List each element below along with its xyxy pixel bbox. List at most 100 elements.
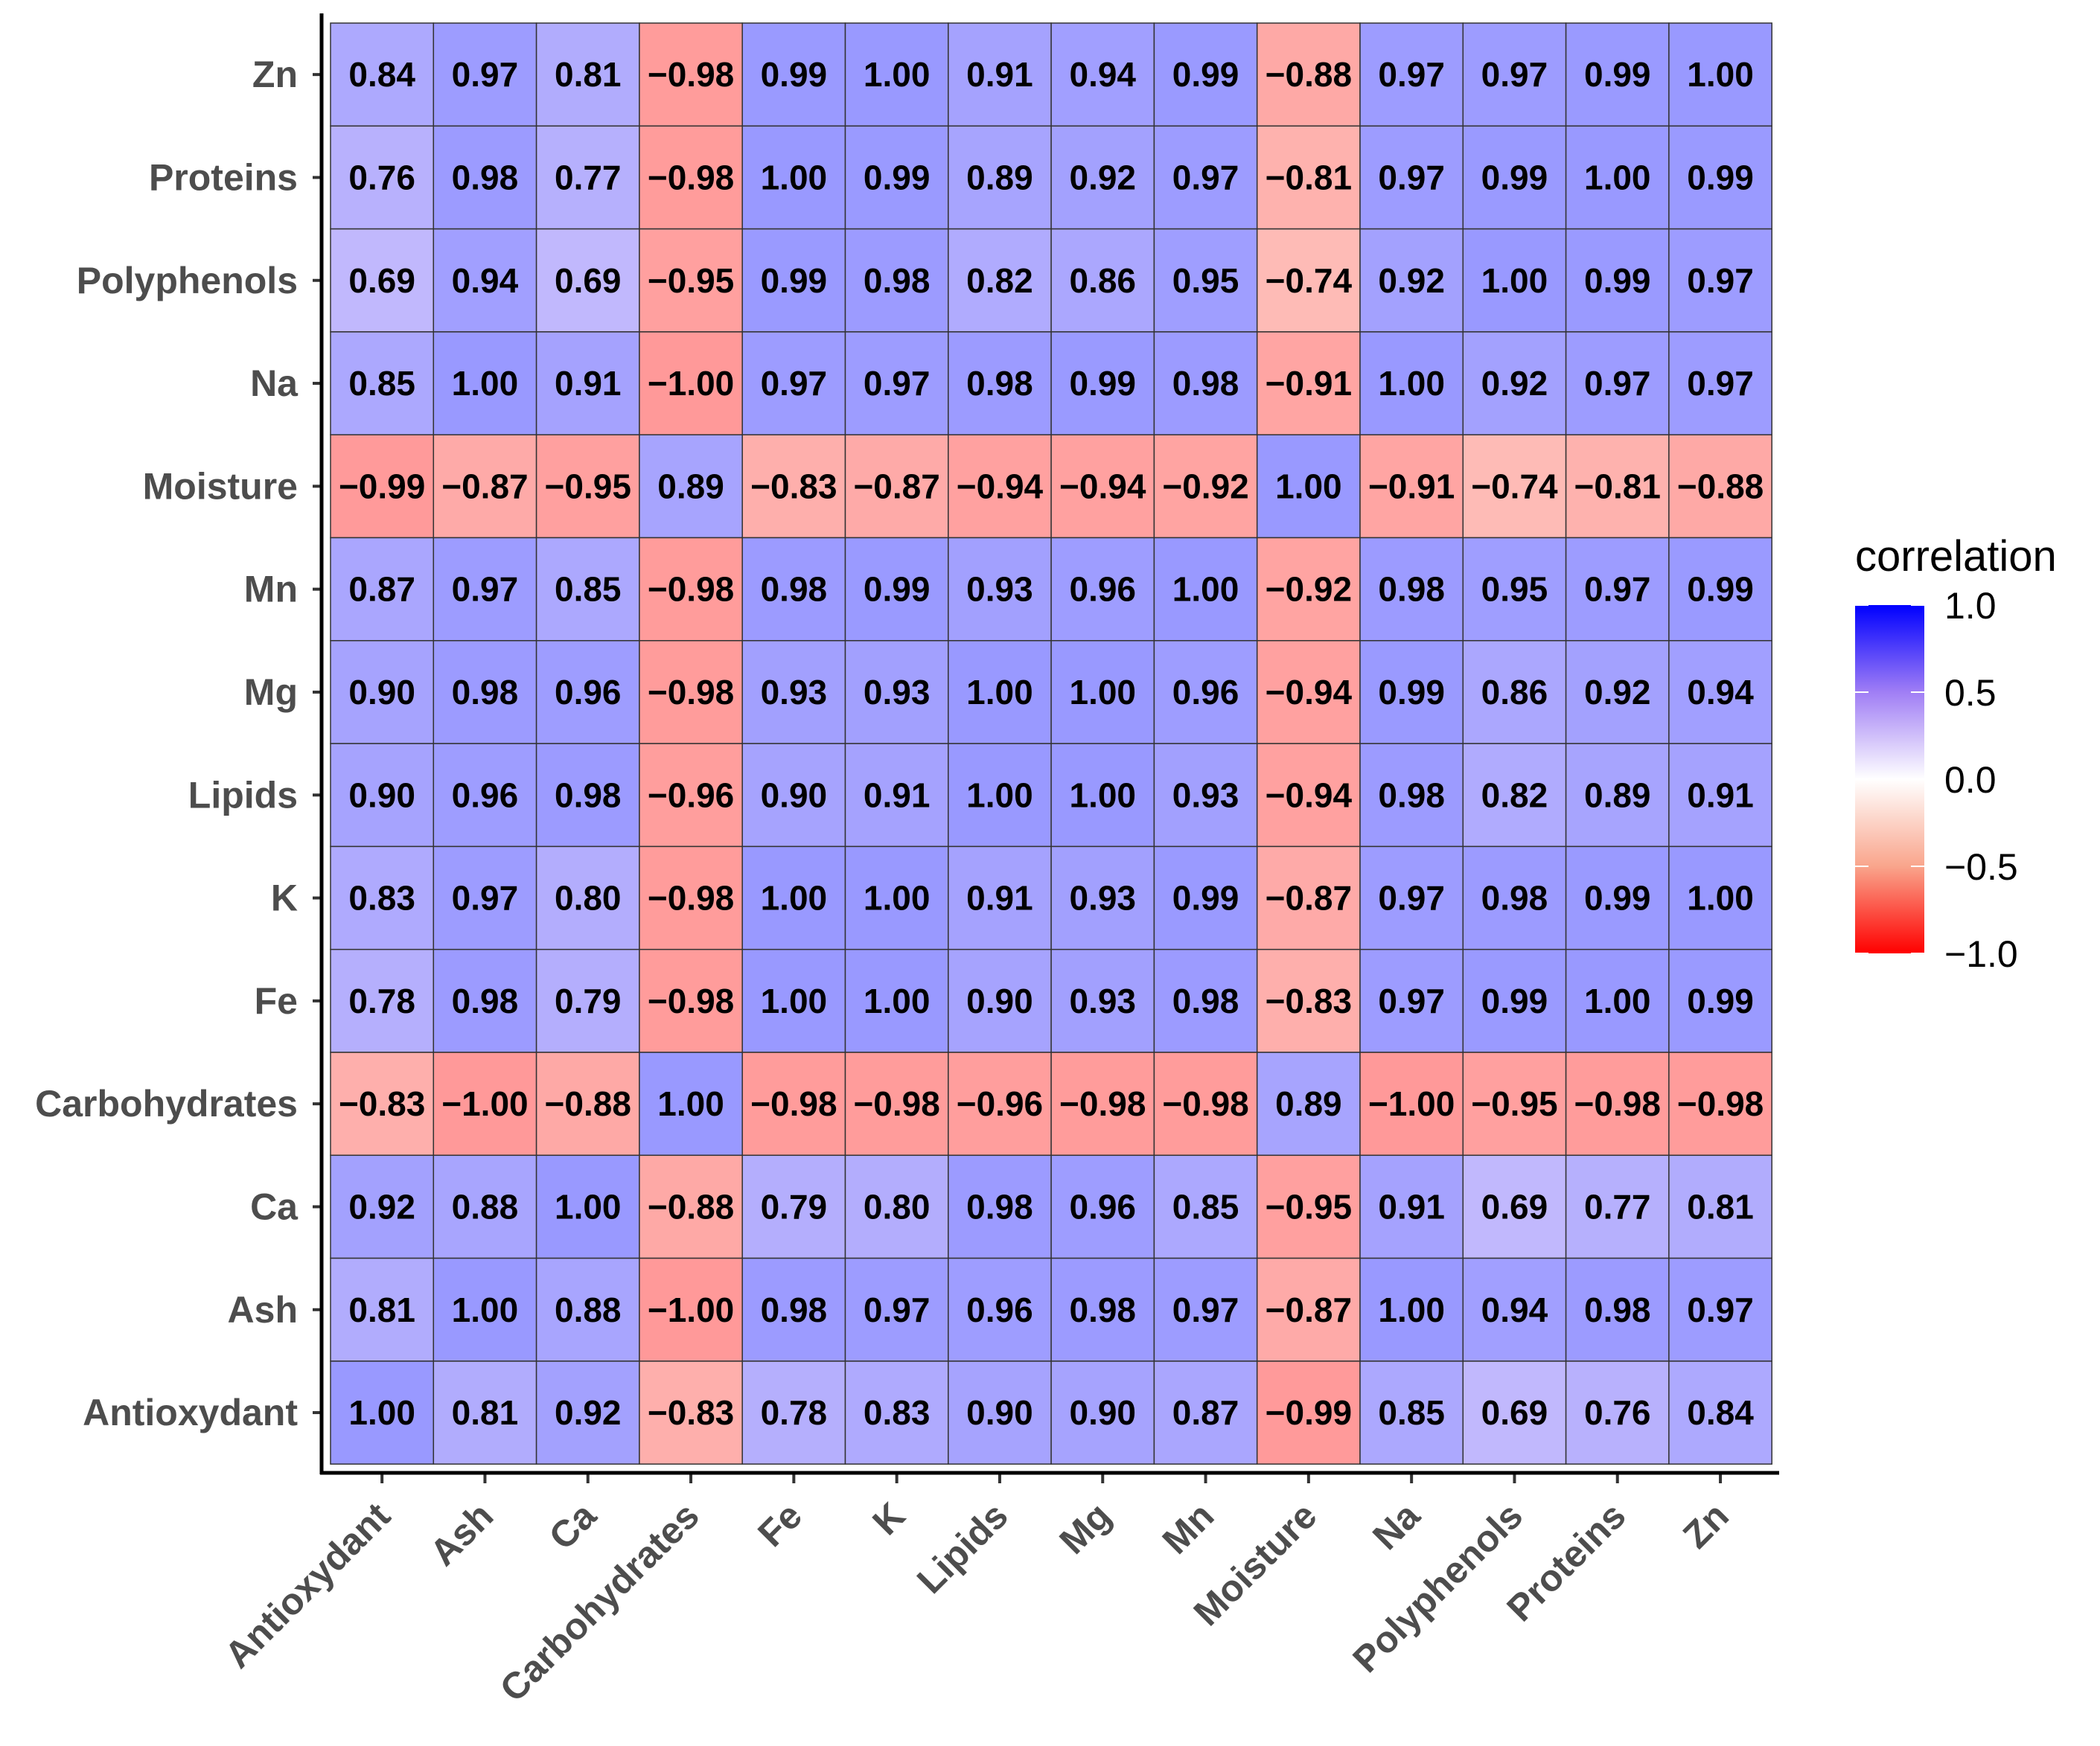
cell-value-label: 0.96 [1069, 570, 1136, 609]
cell-value-label: 0.97 [864, 1291, 931, 1329]
cell-value-label: 0.84 [1687, 1393, 1754, 1432]
cell-value-label: 0.97 [864, 364, 931, 403]
x-tick-label: Mg [1051, 1494, 1119, 1562]
cell-value-label: 0.98 [452, 158, 519, 196]
cell-value-label: 0.99 [1584, 261, 1651, 300]
y-tick-label: Lipids [188, 774, 298, 816]
cell-value-label: 0.90 [1069, 1393, 1136, 1432]
cell-value-label: 0.92 [1481, 364, 1548, 403]
cell-value-label: −0.94 [957, 467, 1044, 505]
cell-value-label: 0.97 [452, 570, 519, 609]
cell-value-label: −0.74 [1471, 467, 1558, 505]
cell-value-label: 0.96 [1069, 1187, 1136, 1226]
heatmap-cell [948, 743, 1052, 848]
heatmap-cell [1050, 434, 1155, 539]
cell-value-label: 0.97 [1584, 364, 1651, 403]
heatmap-cell [1050, 743, 1155, 848]
cell-value-label: 1.00 [452, 364, 519, 403]
heatmap-cell [1050, 125, 1155, 230]
heatmap-cell [1359, 331, 1464, 435]
cell-value-label: 1.00 [1687, 55, 1754, 94]
cell-value-label: 1.00 [1069, 776, 1136, 814]
cell-value-label: 0.98 [761, 570, 828, 609]
cell-value-label: 0.93 [966, 570, 1033, 609]
cell-value-label: 1.00 [761, 158, 828, 196]
heatmap-cell [330, 845, 435, 950]
cell-value-label: 0.94 [452, 261, 519, 300]
heatmap-cell [639, 125, 743, 230]
y-tick-label: Antioxydant [83, 1392, 298, 1433]
cell-value-label: 0.97 [1687, 364, 1754, 403]
cell-value-label: 0.97 [1687, 1291, 1754, 1329]
cell-value-label: −0.95 [648, 261, 734, 300]
cell-value-label: −0.95 [1266, 1187, 1352, 1226]
heatmap-cell [1153, 228, 1258, 333]
heatmap-cell [1462, 537, 1567, 642]
heatmap-cell [844, 1257, 949, 1362]
cell-value-label: 1.00 [1584, 158, 1651, 196]
y-tick-label: Ca [250, 1186, 299, 1227]
cell-value-label: 0.84 [348, 55, 415, 94]
cell-value-label: 0.80 [864, 1187, 931, 1226]
heatmap-cell [1256, 1257, 1361, 1362]
heatmap-cell [1256, 228, 1361, 333]
legend-tick-label: −1.0 [1944, 933, 2018, 975]
cell-value-label: 0.97 [1687, 261, 1754, 300]
heatmap-cell [1565, 331, 1670, 435]
heatmap-cell [1565, 125, 1670, 230]
heatmap-cell [1256, 640, 1361, 744]
heatmap-cell [741, 537, 846, 642]
heatmap-cell [639, 1257, 743, 1362]
cell-value-label: 1.00 [761, 879, 828, 918]
cell-value-label: −0.74 [1266, 261, 1353, 300]
cell-value-label: 0.98 [1584, 1291, 1651, 1329]
heatmap-cell [1050, 331, 1155, 435]
y-tick-label: Moisture [143, 465, 298, 507]
cell-value-label: 0.97 [1172, 158, 1239, 196]
heatmap-cell [741, 125, 846, 230]
cell-value-label: 1.00 [1275, 467, 1342, 505]
cell-value-label: 0.76 [348, 158, 415, 196]
cell-value-label: −0.83 [1266, 982, 1352, 1020]
heatmap-cell [639, 948, 743, 1053]
heatmap-cell [535, 1052, 640, 1157]
heatmap-cell [948, 1052, 1052, 1157]
cell-value-label: 0.91 [966, 55, 1033, 94]
cell-value-label: 0.82 [966, 261, 1033, 300]
heatmap-cell [1050, 948, 1155, 1053]
cell-value-label: −1.00 [648, 1291, 734, 1329]
cell-value-label: 0.90 [966, 1393, 1033, 1432]
heatmap-cell [1256, 743, 1361, 848]
heatmap-cell [1565, 1154, 1670, 1259]
heatmap-cell [1359, 537, 1464, 642]
cell-value-label: 0.89 [966, 158, 1033, 196]
heatmap-cell [639, 1360, 743, 1465]
heatmap-cell [1462, 1052, 1567, 1157]
heatmap-cell [1050, 228, 1155, 333]
cell-value-label: 1.00 [452, 1291, 519, 1329]
cell-value-label: 0.77 [1584, 1187, 1651, 1226]
heatmap-cell [1359, 125, 1464, 230]
heatmap-cell [948, 537, 1052, 642]
cell-value-label: 0.92 [1069, 158, 1136, 196]
heatmap-cell [844, 743, 949, 848]
cell-value-label: 0.69 [1481, 1393, 1548, 1432]
heatmap-cell [639, 743, 743, 848]
cell-value-label: 0.69 [1481, 1187, 1548, 1226]
cell-value-label: 0.99 [1687, 982, 1754, 1020]
heatmap-cell [1668, 22, 1772, 127]
cell-value-label: 1.00 [348, 1393, 415, 1432]
legend-tick-label: 0.0 [1944, 759, 1997, 801]
cell-value-label: 0.97 [1584, 570, 1651, 609]
heatmap-cell [535, 1154, 640, 1259]
heatmap-cell [948, 125, 1052, 230]
cell-value-label: 1.00 [555, 1187, 622, 1226]
heatmap-cell [1462, 640, 1567, 744]
cell-value-label: 0.97 [452, 879, 519, 918]
heatmap-cell [1462, 845, 1567, 950]
cell-value-label: 0.90 [966, 982, 1033, 1020]
heatmap-cell [1256, 845, 1361, 950]
cell-value-label: −0.88 [648, 1187, 734, 1226]
heatmap-cell [1668, 537, 1772, 642]
